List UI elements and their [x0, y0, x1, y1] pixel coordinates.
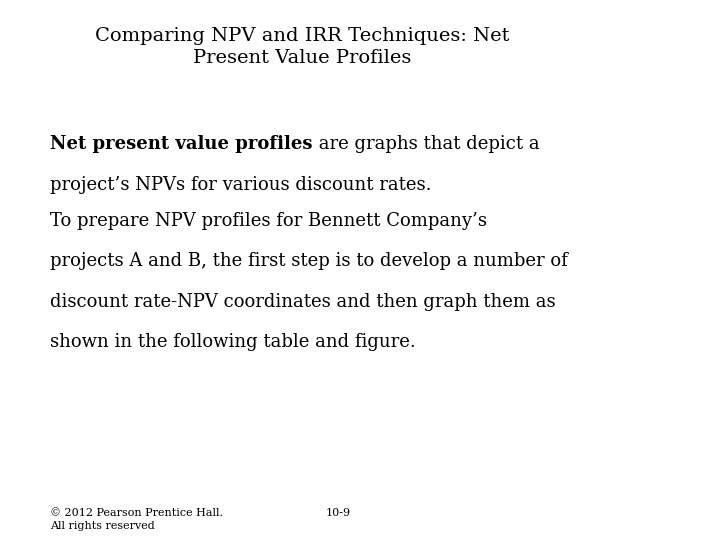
- Text: are graphs that depict a: are graphs that depict a: [313, 135, 539, 153]
- Text: discount rate-NPV coordinates and then graph them as: discount rate-NPV coordinates and then g…: [50, 293, 556, 310]
- Text: project’s NPVs for various discount rates.: project’s NPVs for various discount rate…: [50, 176, 432, 193]
- Text: To prepare NPV profiles for Bennett Company’s: To prepare NPV profiles for Bennett Comp…: [50, 212, 487, 230]
- Text: © 2012 Pearson Prentice Hall.
All rights reserved: © 2012 Pearson Prentice Hall. All rights…: [50, 508, 223, 531]
- Text: Net present value profiles: Net present value profiles: [50, 135, 313, 153]
- Text: Comparing NPV and IRR Techniques: Net
Present Value Profiles: Comparing NPV and IRR Techniques: Net Pr…: [95, 27, 510, 67]
- Text: projects A and B, the first step is to develop a number of: projects A and B, the first step is to d…: [50, 252, 568, 270]
- Text: 10-9: 10-9: [326, 508, 351, 518]
- Text: shown in the following table and figure.: shown in the following table and figure.: [50, 333, 416, 351]
